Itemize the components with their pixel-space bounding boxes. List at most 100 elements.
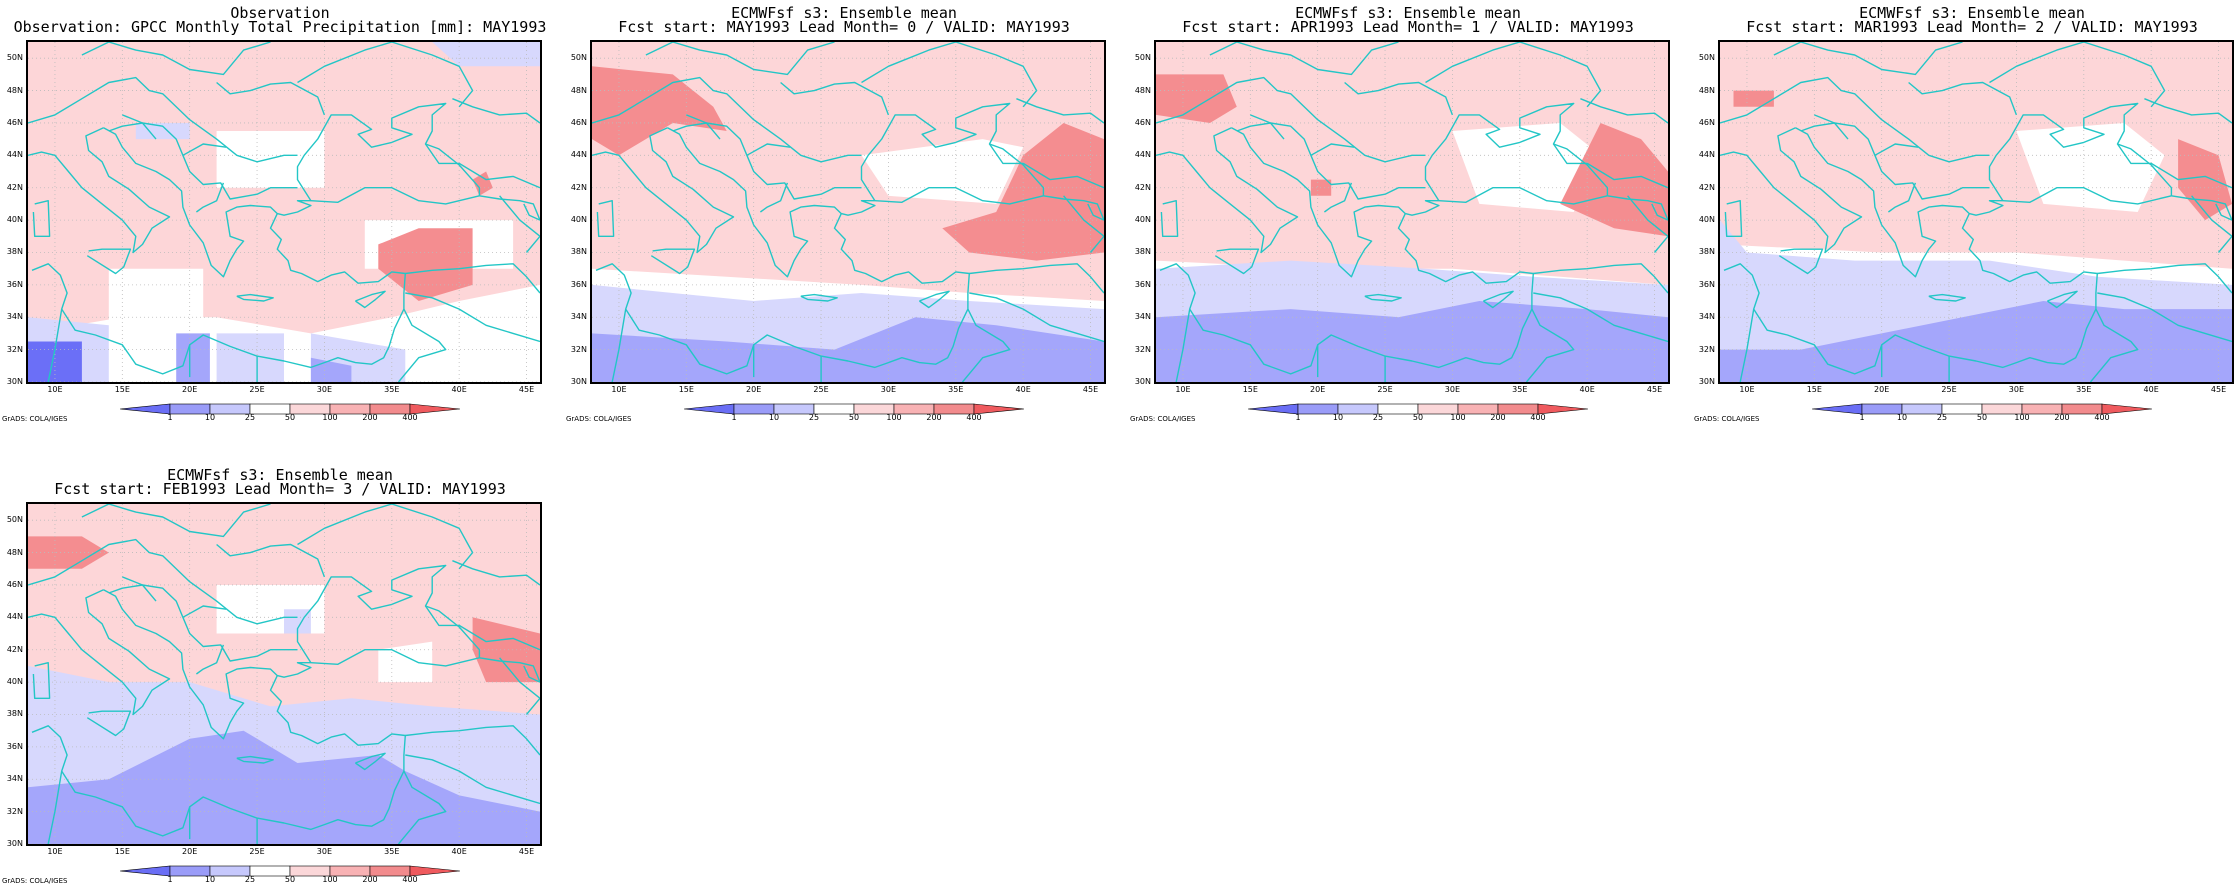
lon-tick-label: 35E — [2076, 385, 2092, 394]
shaded-region — [472, 171, 493, 196]
lat-tick-label: 30N — [6, 839, 23, 848]
colorbar-level-label: 400 — [402, 875, 418, 884]
map-panel: ECMWFsf s3: Ensemble mean Fcst start: FEB… — [0, 462, 560, 885]
coastline — [81, 42, 271, 76]
lon-tick-label: 25E — [1941, 385, 1957, 394]
lat-tick-label: 42N — [1134, 182, 1151, 192]
coastline — [1989, 42, 2166, 108]
lon-tick-label: 35E — [384, 385, 400, 394]
coastline — [841, 186, 1044, 216]
coastline — [645, 42, 835, 76]
credit-text: GrADS: COLA/IGES — [1694, 415, 1760, 423]
coastline — [86, 248, 132, 275]
coastline — [355, 752, 386, 771]
coastline — [236, 755, 274, 764]
colorbar-level-label: 50 — [284, 413, 296, 422]
lat-tick-label: 40N — [1134, 215, 1151, 225]
colorbar-level-label: 25 — [808, 413, 820, 422]
shaded-region — [592, 66, 727, 156]
colorbar-level-label: 100 — [886, 413, 902, 422]
lon-tick-label: 25E — [249, 385, 265, 394]
coastline — [672, 122, 721, 140]
coastline — [1651, 203, 1668, 221]
coastline — [1874, 143, 1919, 156]
colorbar-level-label: 25 — [1372, 413, 1384, 422]
colorbar — [119, 400, 461, 419]
lon-tick-label: 30E — [1444, 385, 1461, 394]
lat-tick-label: 30N — [6, 377, 23, 386]
colorbar-swatch — [119, 865, 171, 877]
shaded-region — [216, 333, 284, 382]
colorbar-swatch — [169, 865, 211, 877]
coastline — [1533, 292, 1668, 343]
coastline — [1778, 248, 1824, 275]
map-panel: Observation Observation: GPCC Monthly Tot… — [0, 0, 560, 423]
lon-tick-label: 40E — [1579, 385, 1595, 394]
lat-tick-label: 46N — [1134, 117, 1151, 127]
lat-tick-label: 48N — [570, 85, 587, 95]
coastline — [297, 504, 474, 570]
colorbar-level-label: 1 — [731, 413, 737, 422]
lon-tick-label: 45E — [1646, 385, 1663, 394]
colorbar-swatch — [369, 865, 411, 877]
colorbar-level-label: 200 — [1490, 413, 1506, 422]
colorbar-swatch — [1861, 403, 1903, 415]
panel-title-line2: Fcst start: FEB1993 Lead Month= 3 / VALI… — [54, 480, 506, 498]
shaded-region — [1156, 74, 1237, 123]
colorbar-swatch — [1377, 403, 1419, 415]
coastline — [1720, 76, 1990, 163]
shaded-region — [861, 139, 1024, 204]
colorbar-level-label: 1 — [1295, 413, 1301, 422]
colorbar-swatch — [249, 865, 291, 877]
colorbar-level-label: 1 — [1859, 413, 1865, 422]
lat-tick-label: 48N — [6, 547, 23, 557]
coastline — [961, 308, 1011, 382]
lat-tick-label: 36N — [570, 279, 587, 289]
coastline — [969, 263, 1104, 294]
lat-tick-label: 36N — [6, 279, 23, 289]
coastline — [216, 543, 326, 578]
coastline — [424, 605, 540, 651]
lat-tick-label: 40N — [570, 215, 587, 225]
precipitation-map — [28, 42, 540, 382]
coastline — [32, 199, 51, 238]
shaded-region — [135, 123, 190, 140]
colorbar-level-label: 1 — [167, 875, 173, 884]
lat-tick-label: 34N — [570, 312, 587, 322]
colorbar-swatches — [1811, 403, 2153, 415]
shaded-region — [28, 341, 82, 382]
coastline — [108, 122, 157, 140]
colorbar-swatches — [119, 403, 461, 415]
lon-tick-label: 40E — [1015, 385, 1031, 394]
coastline — [28, 589, 171, 716]
lon-tick-label: 30E — [880, 385, 897, 394]
colorbar-swatch — [169, 403, 211, 415]
colorbar-level-label: 25 — [1936, 413, 1948, 422]
coastline — [1043, 195, 1104, 221]
lat-tick-label: 42N — [6, 644, 23, 654]
colorbar-level-label: 50 — [284, 875, 296, 884]
coastline — [1580, 98, 1668, 124]
coastline — [1214, 248, 1260, 275]
coastline — [479, 657, 540, 683]
coastline — [1424, 102, 1609, 202]
precipitation-map — [28, 504, 540, 844]
credit-text: GrADS: COLA/IGES — [2, 877, 68, 885]
lat-tick-label: 46N — [6, 117, 23, 127]
coastline — [355, 290, 386, 309]
precipitation-map — [1156, 42, 1668, 382]
coastline — [800, 293, 838, 302]
colorbar-swatch — [973, 403, 1025, 415]
colorbar-level-label: 50 — [1412, 413, 1424, 422]
coastline — [182, 605, 227, 618]
map-panel: ECMWFsf s3: Ensemble mean Fcst start: MAR… — [1692, 0, 2240, 423]
coastline — [28, 127, 171, 254]
coastline — [47, 308, 63, 382]
credit-text: GrADS: COLA/IGES — [566, 415, 632, 423]
lon-tick-label: 35E — [384, 847, 400, 856]
shaded-region — [216, 131, 325, 188]
lat-tick-label: 50N — [6, 53, 23, 63]
lat-tick-label: 48N — [6, 85, 23, 95]
coastline — [759, 182, 789, 213]
coastline — [1525, 308, 1575, 382]
